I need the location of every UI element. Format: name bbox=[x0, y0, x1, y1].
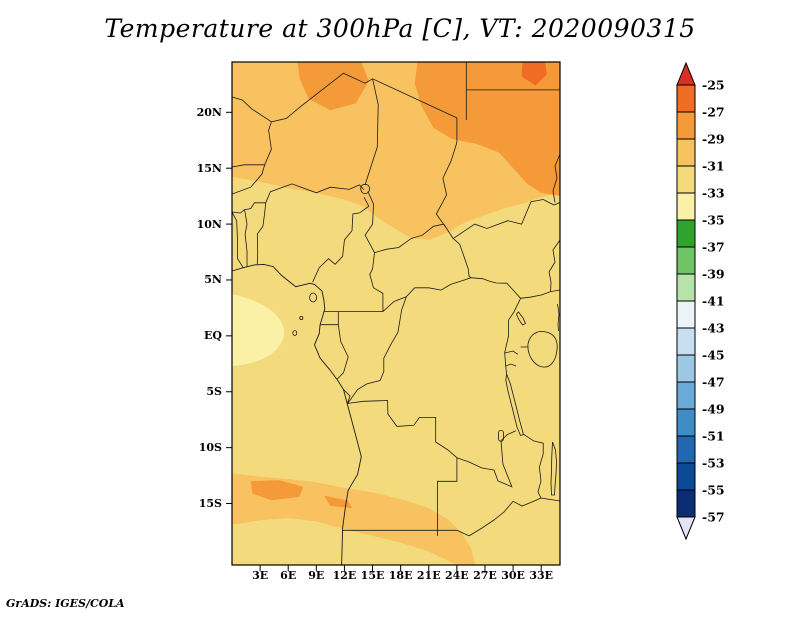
bioko-island bbox=[309, 292, 317, 303]
colorbar-label: -31 bbox=[702, 159, 725, 174]
colorbar-label: -29 bbox=[702, 132, 725, 147]
y-axis-label: 10S bbox=[198, 441, 222, 455]
colorbar-segment bbox=[676, 381, 696, 410]
colorbar-canvas: -25 -27 -29 -31 -33 -35 -37 -39 -41 -43 -45 -47 -49 -… bbox=[676, 61, 725, 541]
temp-region-minus33 bbox=[232, 294, 285, 366]
colorbar-segment bbox=[676, 462, 696, 491]
temp-region-minus25 bbox=[521, 62, 547, 86]
colorbar-segment bbox=[676, 219, 696, 248]
colorbar-label: -49 bbox=[702, 402, 725, 417]
axis-ticks bbox=[226, 111, 542, 571]
colorbar-label: -35 bbox=[702, 213, 725, 228]
colorbar-segment bbox=[676, 192, 696, 221]
colorbar-label: -57 bbox=[702, 510, 725, 525]
colorbar-label: -33 bbox=[702, 186, 725, 201]
colorbar-segment bbox=[676, 327, 696, 356]
plot-title: Temperature at 300hPa [C], VT: 202009031… bbox=[104, 14, 696, 43]
colorbar: -25 -27 -29 -31 -33 -35 -37 -39 -41 -43 -45 -47 -49 -… bbox=[660, 50, 800, 610]
colorbar-label: -27 bbox=[702, 105, 725, 120]
colorbar-label: -47 bbox=[702, 375, 725, 390]
colorbar-segment bbox=[676, 408, 696, 437]
islands bbox=[292, 292, 317, 336]
colorbar-arrow-top bbox=[676, 61, 696, 86]
y-axis-label: 15S bbox=[198, 497, 222, 511]
principe-island bbox=[299, 315, 304, 320]
colorbar-label: -37 bbox=[702, 240, 725, 255]
y-axis-label: 15N bbox=[196, 161, 222, 175]
colorbar-label: -39 bbox=[702, 267, 725, 282]
colorbar-segment bbox=[676, 84, 696, 113]
y-axis-label: 20N bbox=[196, 105, 222, 119]
colorbar-label: -41 bbox=[702, 294, 725, 309]
colorbar-arrow-bottom bbox=[676, 516, 696, 541]
colorbar-label: -55 bbox=[702, 483, 725, 498]
colorbar-segment bbox=[676, 354, 696, 383]
colorbar-label: -25 bbox=[702, 78, 725, 93]
colorbar-label: -51 bbox=[702, 429, 725, 444]
y-axis-label: 5S bbox=[206, 385, 222, 399]
y-axis-label: 10N bbox=[196, 217, 222, 231]
colorbar-segment bbox=[676, 489, 696, 518]
colorbar-label: -45 bbox=[702, 348, 725, 363]
colorbar-segment bbox=[676, 165, 696, 194]
lakes bbox=[360, 183, 558, 496]
colorbar-segment bbox=[676, 300, 696, 329]
colorbar-segment bbox=[676, 111, 696, 140]
sao-tome-island bbox=[292, 330, 298, 336]
colorbar-label: -53 bbox=[702, 456, 725, 471]
y-axis-label: 5N bbox=[204, 273, 222, 287]
map-canvas bbox=[226, 61, 561, 571]
coastline bbox=[231, 263, 362, 566]
plot-frame bbox=[231, 61, 561, 566]
temp-region-minus29 bbox=[232, 62, 560, 565]
colorbar-label: -43 bbox=[702, 321, 725, 336]
colorbar-segment bbox=[676, 273, 696, 302]
y-axis-label: EQ bbox=[204, 329, 222, 343]
colorbar-segment bbox=[676, 246, 696, 275]
grads-credit: GrADS: IGES/COLA bbox=[6, 597, 125, 610]
temp-region-minus27 bbox=[250, 62, 560, 509]
colorbar-segment bbox=[676, 138, 696, 167]
colorbar-segment bbox=[676, 435, 696, 464]
country-borders bbox=[231, 62, 561, 537]
